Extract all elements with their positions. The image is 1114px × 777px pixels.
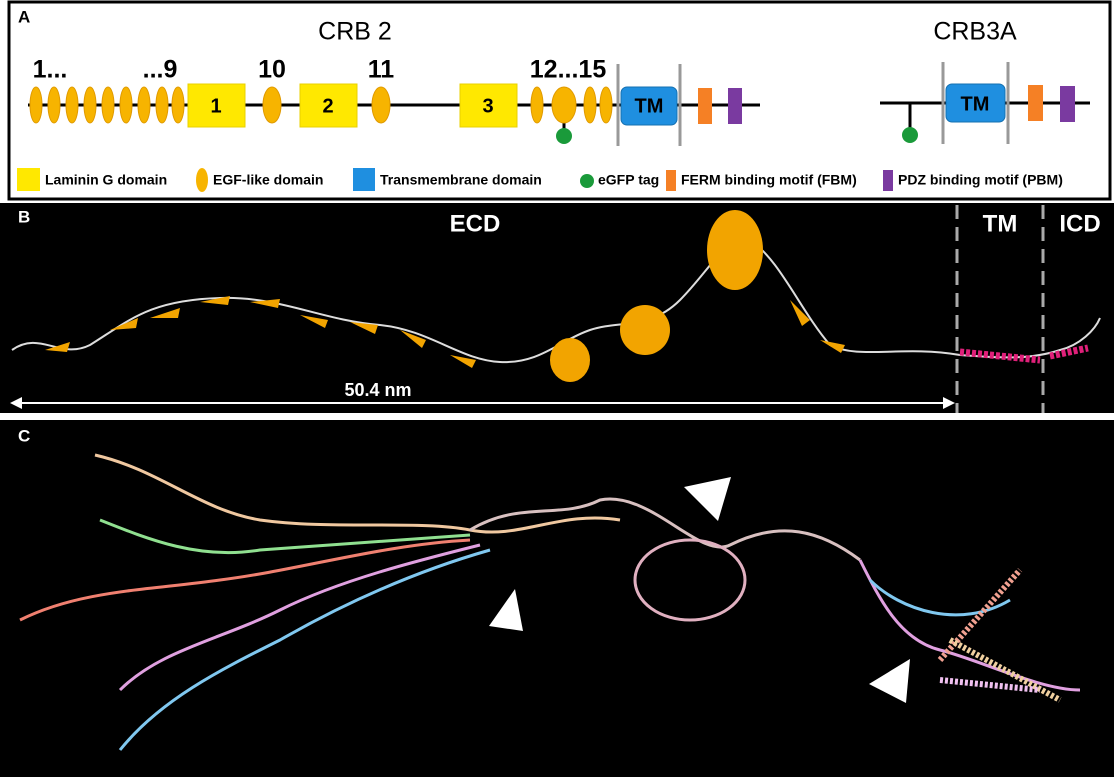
domain-number: 1...: [33, 56, 68, 84]
page: {"panel_a": {"label": "A", "crb2": {"tit…: [0, 0, 1114, 777]
legend-label: Laminin G domain: [45, 172, 167, 188]
legend-label: PDZ binding motif (PBM): [898, 172, 1063, 188]
legend-label: Transmembrane domain: [380, 172, 542, 188]
domain-number: 11: [368, 56, 395, 84]
domain-number: 12...15: [530, 56, 607, 84]
laminin-label: 2: [322, 95, 333, 117]
panel-label: B: [18, 207, 30, 226]
tm-label: TM: [635, 95, 664, 117]
laminin-label: 1: [210, 95, 221, 117]
region-label: ICD: [1059, 210, 1100, 237]
protein-title: CRB 2: [318, 18, 392, 46]
panel-label: A: [18, 7, 30, 26]
figure: A CRB 2 CRB3A 1... ...9 10 11 12...15 1 …: [0, 0, 1114, 777]
legend-label: FERM binding motif (FBM): [681, 172, 857, 188]
domain-number: 10: [258, 56, 286, 84]
panel-label: C: [18, 426, 30, 445]
tm-label: TM: [961, 93, 990, 115]
region-label: ECD: [450, 210, 501, 237]
scale-label: 50.4 nm: [344, 380, 411, 400]
panel-b-frame: [0, 203, 1114, 413]
laminin-label: 3: [482, 95, 493, 117]
domain-number: ...9: [143, 56, 178, 84]
legend-label: EGF-like domain: [213, 172, 323, 188]
legend-label: eGFP tag: [598, 172, 659, 188]
region-label: TM: [983, 210, 1018, 237]
panel-c-frame: [0, 420, 1114, 777]
protein-title: CRB3A: [933, 18, 1017, 46]
